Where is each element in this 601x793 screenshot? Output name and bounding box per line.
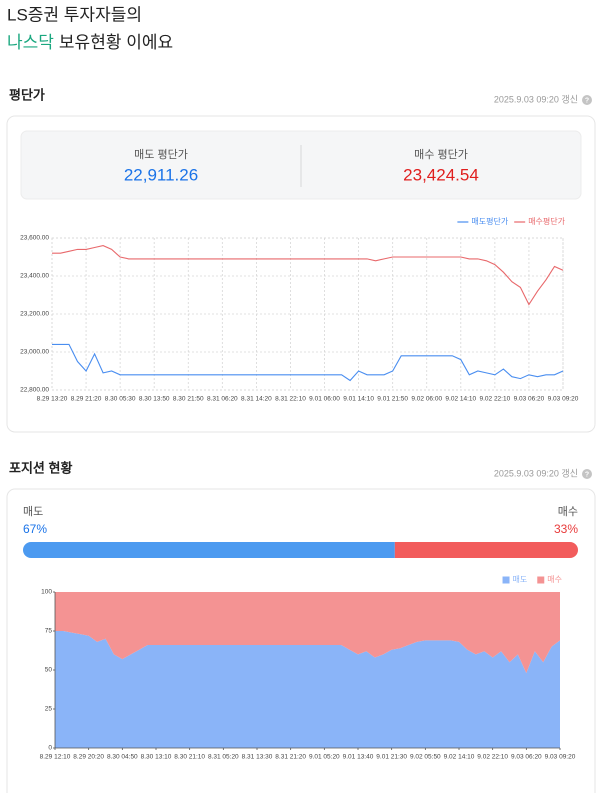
updated-time: 2025.9.03 09:20 갱신 xyxy=(494,94,578,104)
x-tick-label: 8.31 22:10 xyxy=(275,396,306,403)
x-tick-label: 9.03 06:20 xyxy=(514,396,545,403)
x-tick-label: 8.29 12:10 xyxy=(40,754,71,761)
y-tick-label: 25 xyxy=(45,706,53,713)
sell-label: 매도 xyxy=(23,505,43,518)
x-tick-label: 8.30 21:50 xyxy=(173,396,204,403)
y-tick-label: 75 xyxy=(45,628,53,635)
section-title: 평단가 xyxy=(9,87,45,102)
y-tick-label: 50 xyxy=(45,667,53,674)
y-tick-label: 23,600.00 xyxy=(20,235,49,242)
x-tick-label: 9.02 14:10 xyxy=(445,396,476,403)
legend-label: 매도평단가 xyxy=(471,216,508,226)
x-tick-label: 9.03 09:20 xyxy=(545,754,576,761)
x-tick-label: 9.02 06:00 xyxy=(411,396,442,403)
help-icon[interactable] xyxy=(582,95,592,105)
x-tick-label: 8.31 14:20 xyxy=(241,396,272,403)
buy-avg-label: 매수 평단가 xyxy=(414,148,468,161)
x-tick-label: 9.01 13:40 xyxy=(343,754,374,761)
x-tick-label: 8.30 13:50 xyxy=(139,396,170,403)
x-tick-label: 9.02 14:10 xyxy=(444,754,475,761)
area-series xyxy=(55,631,560,748)
y-tick-label: 22,800.00 xyxy=(20,387,49,394)
x-tick-label: 8.30 13:10 xyxy=(141,754,172,761)
x-tick-label: 9.02 22:10 xyxy=(477,754,508,761)
help-icon-text[interactable]: ? xyxy=(585,471,589,478)
x-tick-label: 8.31 21:20 xyxy=(275,754,306,761)
x-tick-label: 9.01 21:50 xyxy=(377,396,408,403)
highlight: 나스닥 xyxy=(7,33,54,52)
title-line2: 나스닥 보유현황 이에요 xyxy=(7,33,173,52)
x-tick-label: 8.30 05:30 xyxy=(105,396,136,403)
help-icon[interactable] xyxy=(582,469,592,479)
legend-label: 매수평단가 xyxy=(528,216,565,226)
buy-bar xyxy=(394,542,578,558)
x-tick-label: 9.01 14:10 xyxy=(343,396,374,403)
x-tick-label: 8.30 21:10 xyxy=(174,754,205,761)
line-series xyxy=(52,343,564,382)
x-tick-label: 9.01 21:30 xyxy=(376,754,407,761)
legend-label: 매수 xyxy=(547,575,562,584)
y-tick-label: 23,400.00 xyxy=(20,273,49,280)
x-tick-label: 9.01 06:00 xyxy=(309,396,340,403)
x-tick-label: 9.03 06:20 xyxy=(511,754,542,761)
x-tick-label: 8.31 06:20 xyxy=(207,396,238,403)
section-title: 포지션 현황 xyxy=(9,460,72,475)
x-tick-label: 8.29 13:20 xyxy=(37,396,68,403)
x-tick-label: 9.02 05:50 xyxy=(410,754,441,761)
legend-label: 매도 xyxy=(513,575,528,584)
y-tick-label: 100 xyxy=(41,589,52,596)
sell-bar xyxy=(23,542,395,558)
updated-time: 2025.9.03 09:20 갱신 xyxy=(494,468,578,478)
title-rest: 보유현황 이에요 xyxy=(59,33,173,52)
legend-swatch xyxy=(537,576,545,584)
x-tick-label: 8.31 13:30 xyxy=(242,754,273,761)
x-tick-label: 8.29 20:20 xyxy=(73,754,104,761)
y-tick-label: 23,200.00 xyxy=(20,311,49,318)
y-tick-label: 23,000.00 xyxy=(20,349,49,356)
buy-percent: 33% xyxy=(554,522,578,536)
legend-swatch xyxy=(502,576,510,584)
x-tick-label: 9.02 22:10 xyxy=(479,396,510,403)
sell-percent: 67% xyxy=(23,522,47,536)
buy-avg-value: 23,424.54 xyxy=(403,165,479,184)
y-tick-label: 0 xyxy=(48,745,52,752)
title-line1: LS증권 투자자들의 xyxy=(7,5,142,24)
ratio-bar xyxy=(23,542,578,558)
x-tick-label: 8.31 05:20 xyxy=(208,754,239,761)
x-tick-label: 8.30 04:50 xyxy=(107,754,138,761)
x-tick-label: 8.29 21:20 xyxy=(71,396,102,403)
help-icon-text[interactable]: ? xyxy=(585,97,589,104)
area-series xyxy=(55,592,560,674)
buy-label: 매수 xyxy=(558,505,578,518)
sell-avg-value: 22,911.26 xyxy=(124,165,198,184)
line-series xyxy=(52,245,564,306)
x-tick-label: 9.03 09:20 xyxy=(548,396,579,403)
sell-avg-label: 매도 평단가 xyxy=(134,148,188,161)
x-tick-label: 9.01 05:20 xyxy=(309,754,340,761)
